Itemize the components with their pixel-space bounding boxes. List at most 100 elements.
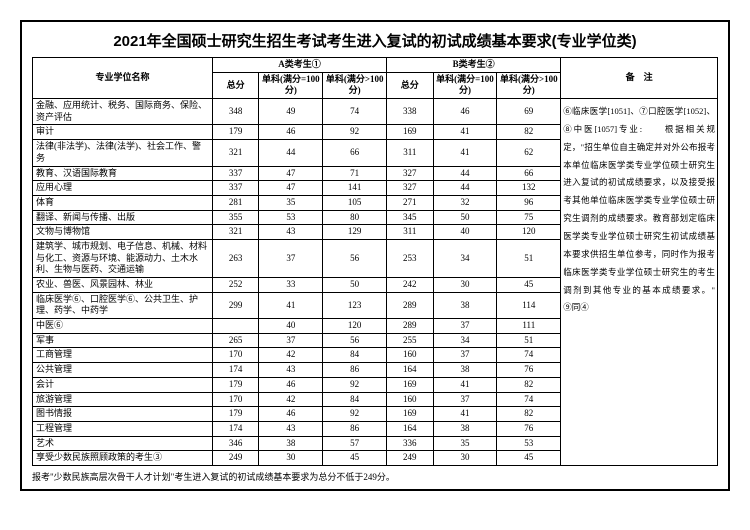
cell-value: 84: [323, 348, 387, 363]
cell-value: 57: [323, 436, 387, 451]
cell-value: 311: [387, 140, 433, 166]
cell-value: 82: [497, 407, 561, 422]
cell-value: 66: [323, 140, 387, 166]
cell-value: 34: [433, 239, 497, 277]
table-row: 金融、应用统计、税务、国际商务、保险、资产评估34849743384669⑥临床…: [33, 99, 718, 125]
cell-value: 120: [323, 319, 387, 334]
cell-value: 46: [433, 99, 497, 125]
cell-value: 345: [387, 210, 433, 225]
col-a-sub100plus: 单科(满分>100分): [323, 72, 387, 98]
cell-value: 44: [433, 166, 497, 181]
cell-value: 43: [259, 363, 323, 378]
cell-value: 38: [433, 292, 497, 318]
cell-major: 艺术: [33, 436, 213, 451]
cell-value: 41: [259, 292, 323, 318]
cell-value: 327: [387, 166, 433, 181]
cell-value: 74: [497, 348, 561, 363]
cell-value: 336: [387, 436, 433, 451]
cell-value: 160: [387, 392, 433, 407]
cell-value: 123: [323, 292, 387, 318]
cell-value: 321: [212, 140, 258, 166]
cell-value: 37: [433, 319, 497, 334]
col-a-sub100: 单科(满分=100分): [259, 72, 323, 98]
cell-value: 56: [323, 239, 387, 277]
cell-value: 41: [433, 377, 497, 392]
cell-value: 30: [433, 451, 497, 466]
cell-value: 169: [387, 377, 433, 392]
cell-value: 40: [433, 225, 497, 240]
cell-value: 327: [387, 181, 433, 196]
cell-value: 76: [497, 363, 561, 378]
cell-value: 179: [212, 377, 258, 392]
cell-major: 翻译、新闻与传播、出版: [33, 210, 213, 225]
cell-value: 76: [497, 421, 561, 436]
cell-value: 74: [323, 99, 387, 125]
cell-value: 53: [259, 210, 323, 225]
cell-major: 农业、兽医、风景园林、林业: [33, 278, 213, 293]
cell-value: 49: [259, 99, 323, 125]
cell-value: 265: [212, 333, 258, 348]
col-b-sub100: 单科(满分=100分): [433, 72, 497, 98]
score-table: 专业学位名称 A类考生① B类考生② 备 注 总分 单科(满分=100分) 单科…: [32, 57, 718, 466]
cell-value: 75: [497, 210, 561, 225]
cell-value: 174: [212, 363, 258, 378]
cell-major: 公共管理: [33, 363, 213, 378]
cell-value: 253: [387, 239, 433, 277]
cell-major: 教育、汉语国际教育: [33, 166, 213, 181]
cell-value: 34: [433, 333, 497, 348]
cell-value: 44: [433, 181, 497, 196]
cell-value: 38: [433, 421, 497, 436]
cell-value: 120: [497, 225, 561, 240]
cell-value: 74: [497, 392, 561, 407]
col-b-sub100plus: 单科(满分>100分): [497, 72, 561, 98]
footnote: 报考"少数民族高层次骨干人才计划"考生进入复试的初试成绩基本要求为总分不低于24…: [32, 470, 718, 483]
cell-value: 242: [387, 278, 433, 293]
cell-value: 355: [212, 210, 258, 225]
cell-value: 289: [387, 292, 433, 318]
cell-value: 50: [323, 278, 387, 293]
cell-value: 92: [323, 377, 387, 392]
cell-value: 46: [259, 125, 323, 140]
cell-value: 51: [497, 239, 561, 277]
page-title: 2021年全国硕士研究生招生考试考生进入复试的初试成绩基本要求(专业学位类): [32, 30, 718, 51]
cell-value: 92: [323, 125, 387, 140]
cell-value: 30: [259, 451, 323, 466]
cell-value: 37: [259, 333, 323, 348]
cell-value: 132: [497, 181, 561, 196]
cell-value: 252: [212, 278, 258, 293]
cell-value: 179: [212, 125, 258, 140]
cell-major: 工商管理: [33, 348, 213, 363]
cell-value: 33: [259, 278, 323, 293]
cell-value: 321: [212, 225, 258, 240]
cell-value: 289: [387, 319, 433, 334]
cell-value: 141: [323, 181, 387, 196]
cell-major: 工程管理: [33, 421, 213, 436]
col-b-total: 总分: [387, 72, 433, 98]
remarks-cell: ⑥临床医学[1051]、⑦口腔医学[1052]、⑧中医[1057]专业: 根据相…: [561, 99, 718, 466]
cell-major: 法律(非法学)、法律(法学)、社会工作、警务: [33, 140, 213, 166]
cell-value: 35: [259, 195, 323, 210]
cell-value: 30: [433, 278, 497, 293]
cell-major: 享受少数民族照顾政策的考生③: [33, 451, 213, 466]
cell-value: 69: [497, 99, 561, 125]
cell-value: 80: [323, 210, 387, 225]
cell-value: 37: [259, 239, 323, 277]
col-a-total: 总分: [212, 72, 258, 98]
cell-value: 37: [433, 348, 497, 363]
cell-major: 会计: [33, 377, 213, 392]
cell-major: 体育: [33, 195, 213, 210]
cell-value: 160: [387, 348, 433, 363]
cell-value: 169: [387, 125, 433, 140]
cell-value: 42: [259, 392, 323, 407]
cell-value: 337: [212, 166, 258, 181]
cell-value: 164: [387, 363, 433, 378]
cell-value: 35: [433, 436, 497, 451]
col-group-b: B类考生②: [387, 58, 561, 73]
cell-major: 图书情报: [33, 407, 213, 422]
cell-value: 129: [323, 225, 387, 240]
cell-value: 82: [497, 377, 561, 392]
col-remark: 备 注: [561, 58, 718, 99]
cell-value: 96: [497, 195, 561, 210]
cell-value: 92: [323, 407, 387, 422]
cell-value: 50: [433, 210, 497, 225]
